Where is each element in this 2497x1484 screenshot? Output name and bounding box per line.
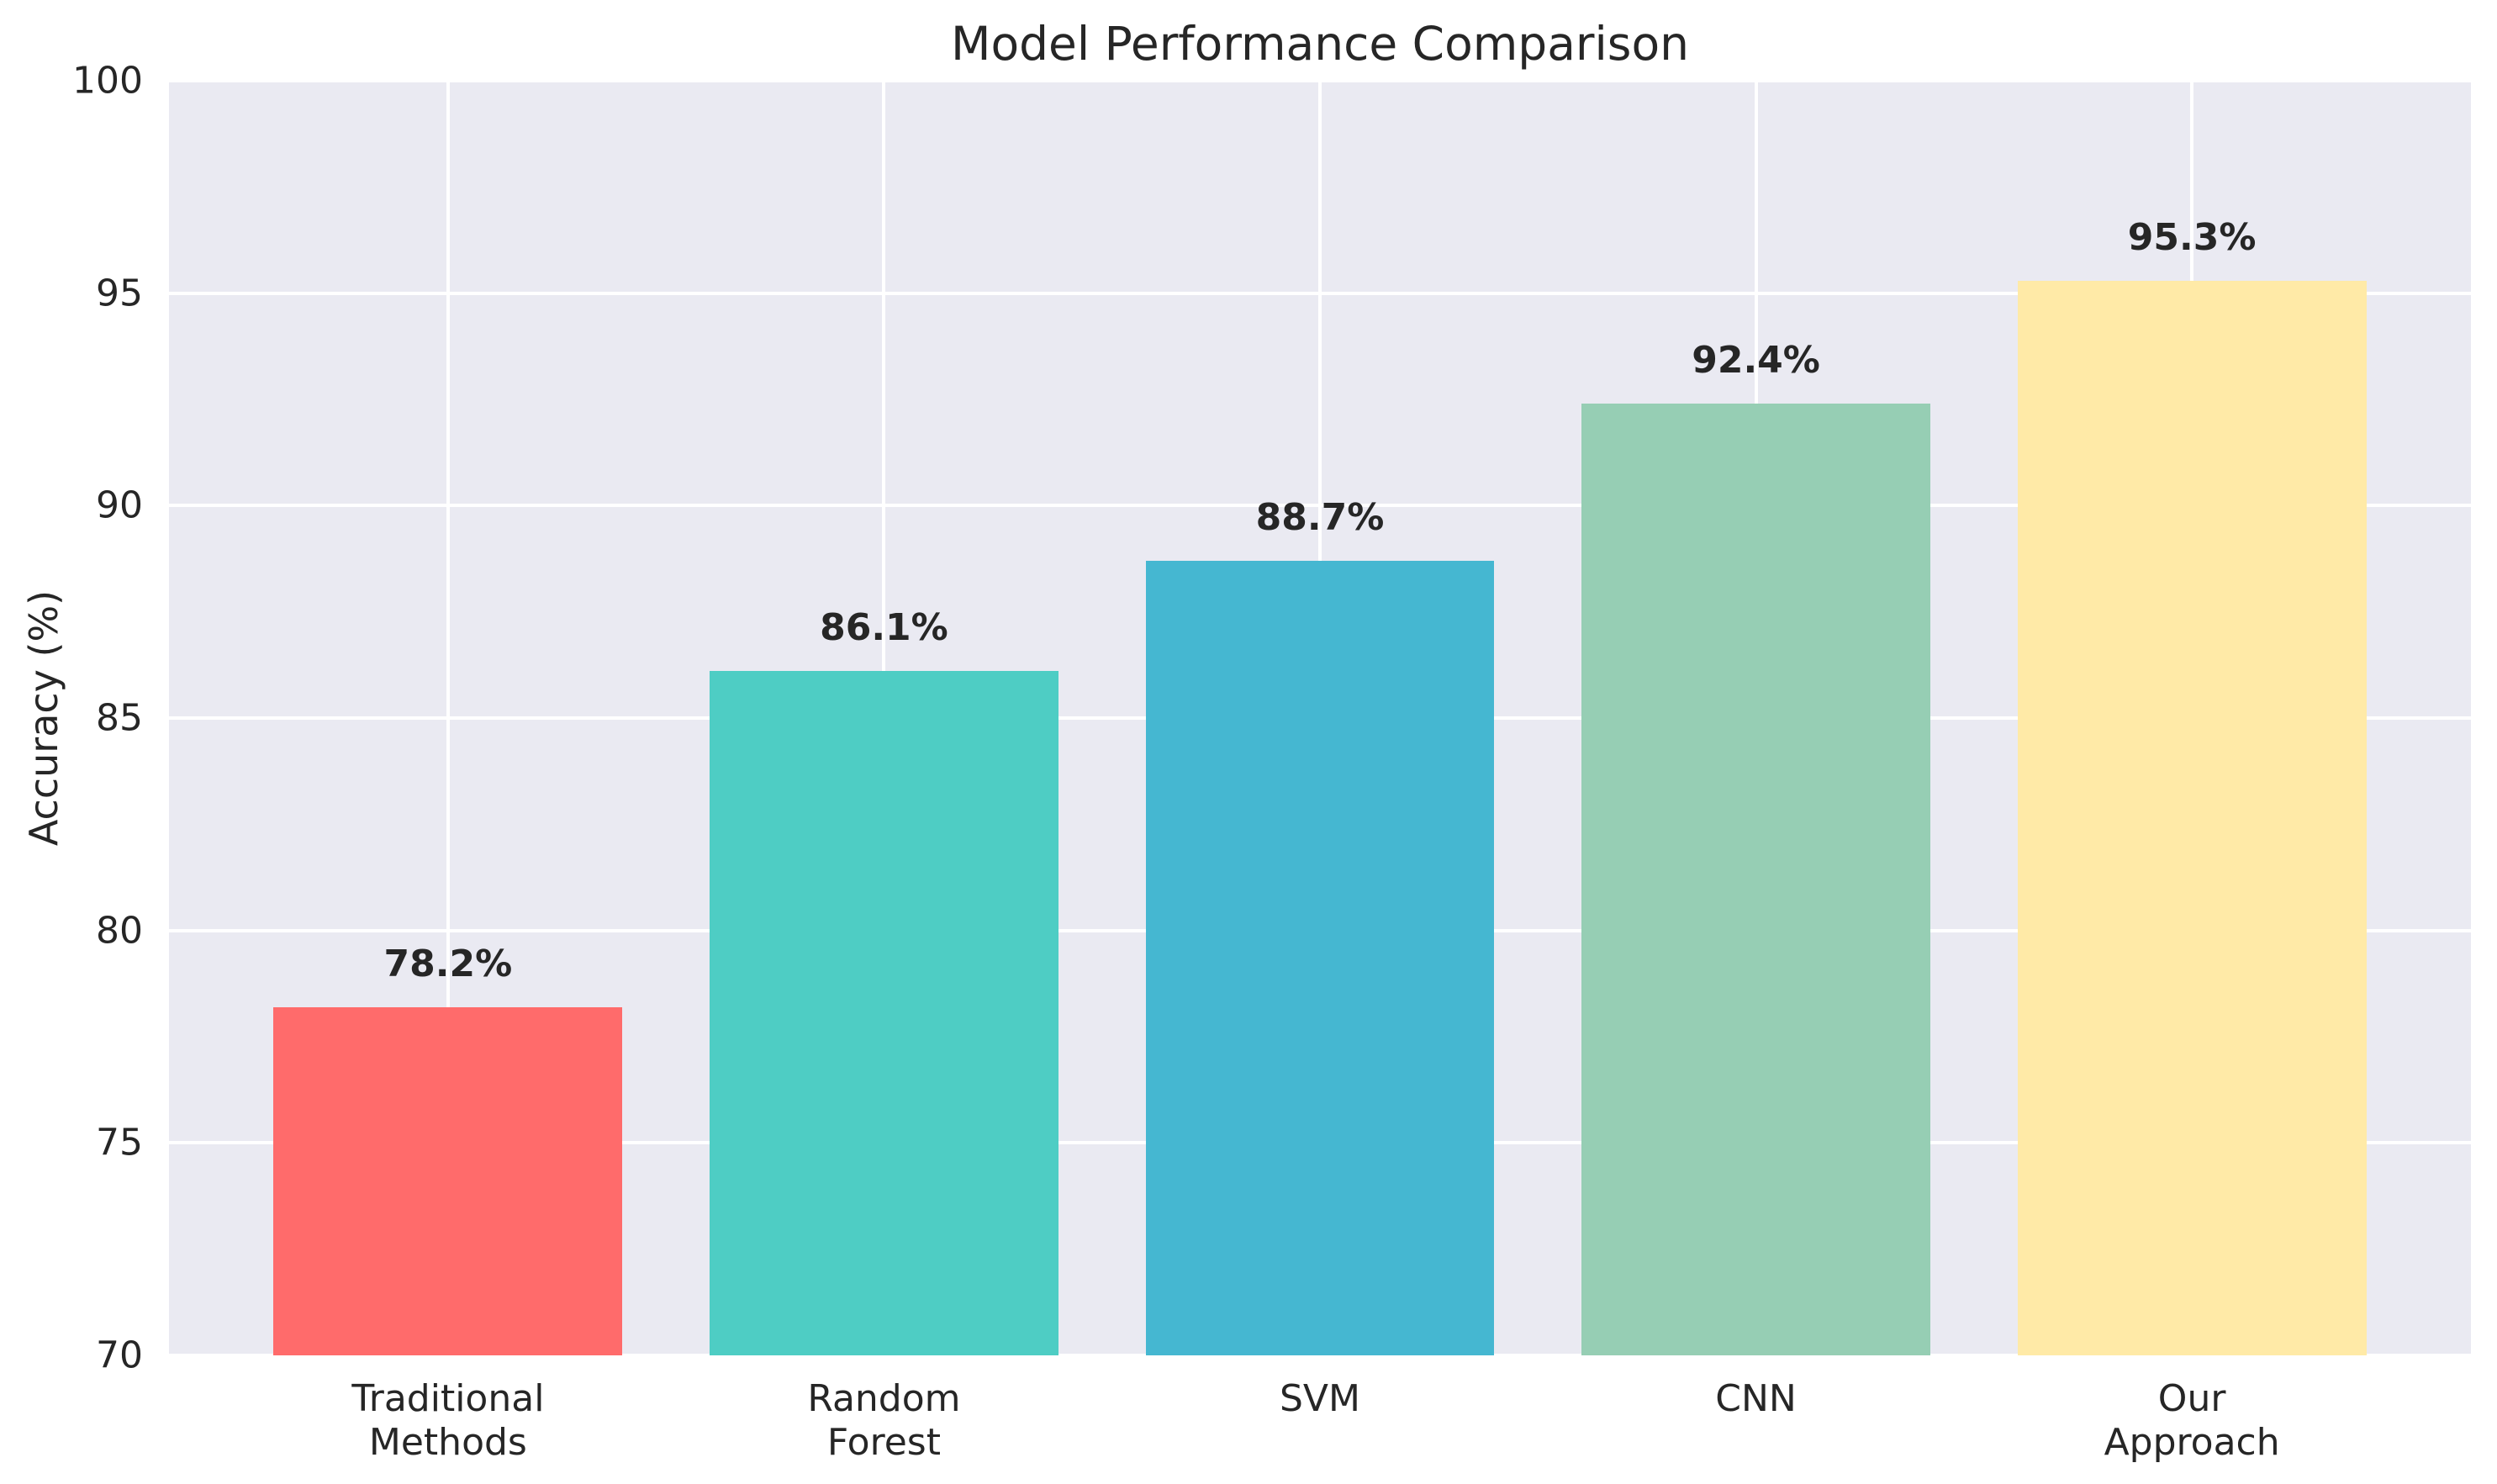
bar-random-forest [710, 671, 1058, 1355]
x-tick-label-line: Approach [2104, 1420, 2280, 1464]
bar-value-label: 78.2% [383, 942, 513, 985]
x-tick-label: Our Approach [2104, 1377, 2280, 1465]
plot-area [169, 81, 2471, 1355]
y-tick-label: 75 [96, 1121, 143, 1164]
y-tick-label: 80 [96, 909, 143, 953]
x-tick-label: Traditional Methods [351, 1377, 544, 1465]
x-tick-label: Random Forest [807, 1377, 960, 1465]
x-tick-label-line: Our [2157, 1377, 2226, 1420]
x-tick-label-line: Methods [368, 1420, 527, 1464]
bar-value-label: 86.1% [820, 606, 948, 650]
bar-our-approach [2017, 280, 2367, 1355]
x-tick-label: SVM [1280, 1377, 1360, 1421]
bar-value-label: 88.7% [1255, 496, 1385, 540]
y-tick-label: 90 [96, 483, 143, 527]
v-gridline [446, 81, 450, 1355]
y-tick-label: 85 [96, 696, 143, 740]
x-tick-label-line: Forest [826, 1420, 941, 1464]
x-tick-label-line: CNN [1715, 1377, 1797, 1420]
x-tick-label-line: Traditional [351, 1377, 545, 1420]
x-tick-label-line: SVM [1280, 1377, 1360, 1420]
bar-value-label: 92.4% [1692, 339, 1820, 383]
bar-svm [1145, 561, 1495, 1355]
x-tick-label: CNN [1715, 1377, 1797, 1421]
bar-cnn [1581, 404, 1930, 1355]
bar-value-label: 95.3% [2127, 215, 2257, 259]
x-tick-label-line: Random [807, 1377, 961, 1420]
chart-title: Model Performance Comparison [951, 17, 1689, 71]
y-tick-label: 100 [72, 59, 143, 103]
y-tick-label: 70 [96, 1333, 143, 1377]
bar-traditional-methods [273, 1006, 623, 1355]
y-tick-label: 95 [96, 272, 143, 315]
